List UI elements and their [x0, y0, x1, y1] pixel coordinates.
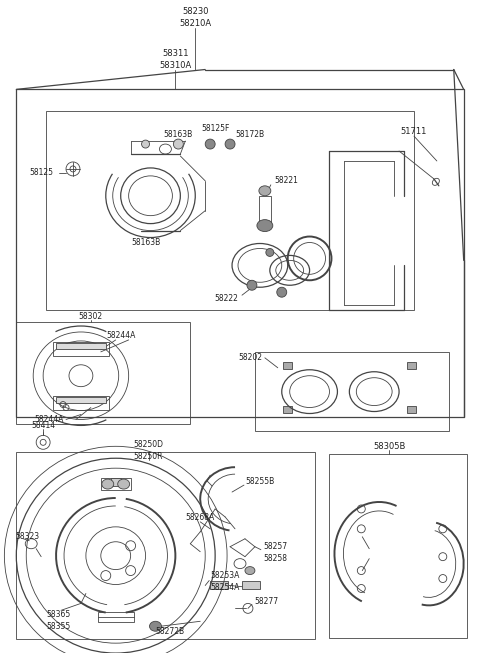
- Text: 58210A: 58210A: [179, 19, 211, 28]
- Ellipse shape: [247, 280, 257, 290]
- Ellipse shape: [257, 219, 273, 232]
- Text: 58163B: 58163B: [131, 238, 160, 247]
- Text: 58250D: 58250D: [133, 440, 164, 449]
- Text: 58125F: 58125F: [201, 124, 229, 133]
- Text: 58172B: 58172B: [235, 130, 264, 139]
- Text: 58305B: 58305B: [373, 442, 405, 451]
- Text: 58414: 58414: [31, 421, 55, 430]
- Text: 58221: 58221: [275, 176, 299, 185]
- Bar: [210, 580, 228, 590]
- Text: 58302: 58302: [79, 312, 103, 320]
- Text: 58272B: 58272B: [156, 627, 185, 636]
- Bar: [98, 612, 133, 622]
- Text: 58244A: 58244A: [35, 415, 64, 424]
- Ellipse shape: [225, 139, 235, 149]
- Text: 58222: 58222: [214, 293, 238, 303]
- Text: 58255B: 58255B: [245, 477, 274, 485]
- Bar: [283, 405, 292, 413]
- Ellipse shape: [150, 622, 161, 631]
- Bar: [101, 478, 131, 490]
- Text: 58323: 58323: [15, 533, 39, 541]
- Text: 58254A: 58254A: [210, 583, 240, 592]
- Bar: [407, 405, 416, 413]
- Text: 58310A: 58310A: [159, 61, 192, 70]
- Bar: [329, 455, 467, 638]
- Ellipse shape: [102, 479, 114, 489]
- Bar: [259, 196, 271, 223]
- Text: 58253A: 58253A: [210, 571, 240, 580]
- Ellipse shape: [259, 186, 271, 196]
- Ellipse shape: [118, 479, 130, 489]
- Bar: [242, 580, 260, 590]
- Ellipse shape: [277, 288, 287, 297]
- Text: 58202: 58202: [238, 353, 262, 362]
- Polygon shape: [56, 396, 106, 403]
- Text: 58268A: 58268A: [185, 514, 215, 523]
- Text: 58244A: 58244A: [106, 331, 135, 341]
- Text: 51711: 51711: [401, 126, 427, 136]
- Text: 58125: 58125: [29, 168, 53, 178]
- Ellipse shape: [266, 248, 274, 256]
- Polygon shape: [56, 343, 106, 349]
- Ellipse shape: [205, 139, 215, 149]
- Bar: [16, 89, 464, 417]
- Text: 58311: 58311: [162, 49, 189, 58]
- Bar: [16, 452, 314, 639]
- Text: 58163B: 58163B: [164, 130, 192, 139]
- Bar: [46, 111, 414, 310]
- Text: 58355: 58355: [46, 622, 71, 631]
- Bar: [407, 362, 416, 369]
- Text: 58250R: 58250R: [134, 452, 163, 460]
- Text: 58257: 58257: [263, 542, 287, 552]
- Ellipse shape: [245, 567, 255, 574]
- Ellipse shape: [142, 140, 150, 148]
- Text: 58365: 58365: [46, 610, 71, 619]
- Text: 58277: 58277: [254, 597, 278, 606]
- Text: 58230: 58230: [182, 7, 208, 16]
- Ellipse shape: [173, 139, 183, 149]
- Text: 58258: 58258: [263, 554, 287, 563]
- Bar: [255, 352, 449, 432]
- Bar: [283, 362, 292, 369]
- Bar: [16, 322, 190, 424]
- Bar: [111, 478, 120, 486]
